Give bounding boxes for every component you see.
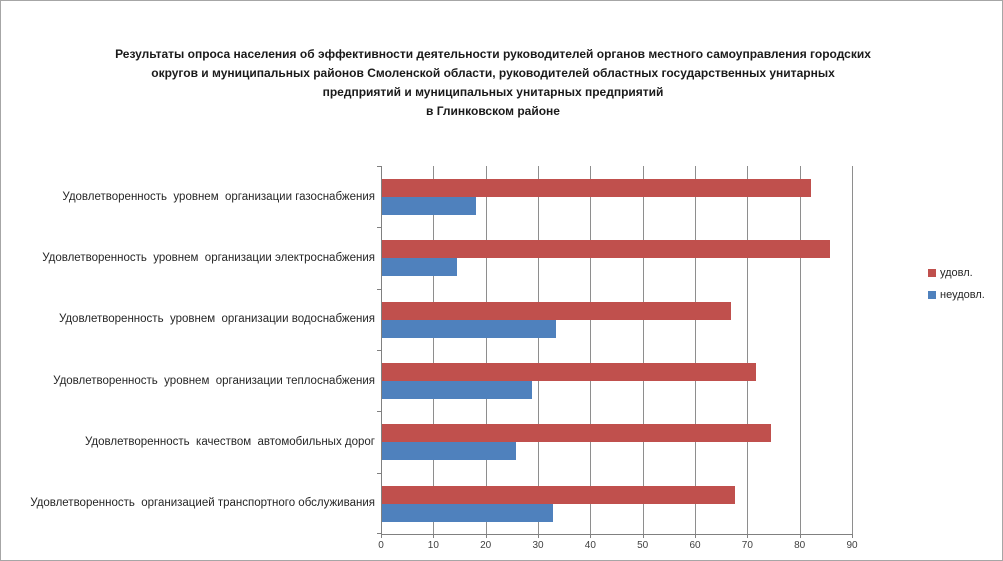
gridline [642, 166, 644, 534]
category-axis-tick [377, 166, 382, 167]
value-axis-tick [799, 534, 801, 538]
value-axis-tick [852, 534, 853, 538]
value-axis-tick [538, 534, 539, 538]
category-label: Удовлетворенность уровнем организации во… [58, 313, 375, 326]
value-axis-tick [747, 534, 749, 538]
value-axis-tick [433, 534, 435, 538]
legend-swatch-icon [928, 291, 936, 299]
x-tick-label: 70 [741, 540, 753, 551]
bar-satisfied [382, 485, 735, 504]
x-tick-label: 80 [794, 540, 806, 551]
bar-unsatisfied [382, 503, 553, 522]
bar-unsatisfied [382, 381, 532, 399]
value-axis-tick [642, 534, 644, 538]
x-tick-label: 10 [427, 540, 439, 551]
bar-satisfied [382, 240, 831, 259]
gridline [695, 166, 696, 534]
category-axis-tick [377, 289, 382, 290]
bar-unsatisfied [382, 258, 457, 277]
gridline [852, 166, 853, 534]
category-axis-tick [377, 350, 382, 351]
category-label: Удовлетворенность организацией транспорт… [30, 497, 375, 510]
chart-title: Результаты опроса населения об эффективн… [53, 45, 933, 121]
x-tick-label: 0 [378, 540, 384, 551]
gridline [433, 166, 435, 534]
gridline [538, 166, 539, 534]
legend-label: неудовл. [940, 289, 985, 301]
x-tick-label: 50 [637, 540, 649, 551]
legend-item-unsatisfied: неудовл. [928, 289, 985, 301]
bar-satisfied [382, 424, 771, 443]
legend-label: удовл. [940, 267, 973, 279]
value-axis-tick [485, 534, 487, 538]
bar-unsatisfied [382, 197, 477, 215]
x-tick-label: 60 [689, 540, 701, 551]
category-axis-tick [377, 227, 382, 228]
x-tick-label: 30 [532, 540, 544, 551]
chart-title-line: в Глинковском районе [426, 104, 560, 118]
bar-satisfied [382, 363, 756, 381]
value-axis-tick [695, 534, 696, 538]
chart-title-line: Результаты опроса населения об эффективн… [115, 47, 871, 61]
chart-title-line: округов и муниципальных районов Смоленск… [151, 66, 835, 80]
x-tick-label: 20 [480, 540, 492, 551]
bar-unsatisfied [382, 442, 517, 461]
category-axis-tick [377, 473, 382, 474]
x-tick-label: 40 [584, 540, 596, 551]
category-label: Удовлетворенность уровнем организации га… [62, 190, 375, 203]
plot-area [377, 166, 853, 538]
value-axis-tick [381, 534, 382, 538]
bar-unsatisfied [382, 319, 557, 338]
category-label: Удовлетворенность уровнем организации эл… [42, 252, 375, 264]
category-label: Удовлетворенность качеством автомобильны… [85, 436, 375, 448]
legend-item-satisfied: удовл. [928, 267, 973, 279]
category-axis-tick [377, 533, 382, 534]
legend-swatch-icon [928, 269, 936, 277]
x-tick-label: 90 [846, 540, 858, 551]
category-label: Удовлетворенность уровнем организации те… [53, 374, 375, 387]
gridline [590, 166, 592, 534]
chart-title-line: предприятий и муниципальных унитарных пр… [322, 85, 664, 99]
gridline [799, 166, 801, 534]
bar-satisfied [382, 301, 732, 320]
bar-satisfied [382, 179, 812, 197]
value-axis-tick [590, 534, 592, 538]
gridline [485, 166, 487, 534]
category-axis-tick [377, 411, 382, 412]
gridline [747, 166, 749, 534]
